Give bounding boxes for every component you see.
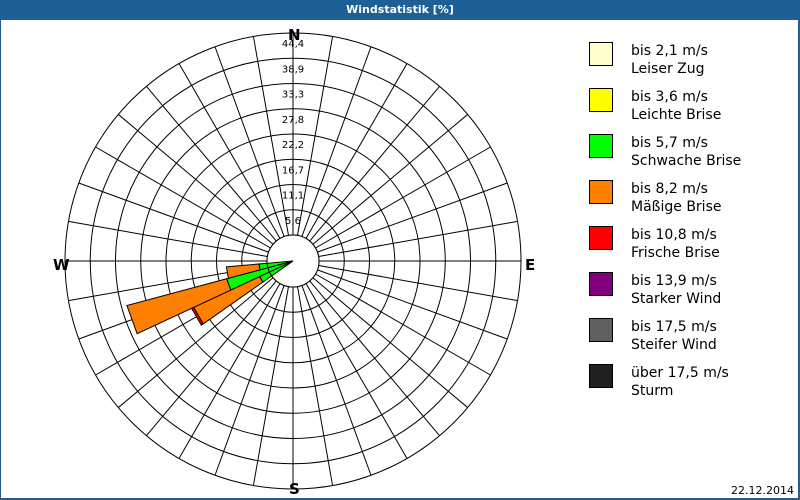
legend-text: bis 17,5 m/s Steifer Wind — [631, 318, 717, 354]
legend-name: Frische Brise — [631, 245, 720, 261]
legend-text: über 17,5 m/s Sturm — [631, 364, 729, 400]
west-label: W — [53, 256, 70, 274]
legend-name: Starker Wind — [631, 291, 722, 307]
legend-text: bis 10,8 m/s Frische Brise — [631, 226, 720, 262]
legend-range: bis 3,6 m/s — [631, 89, 708, 105]
ring-label: 11,1 — [282, 191, 304, 202]
legend-name: Leichte Brise — [631, 107, 722, 123]
legend-text: bis 2,1 m/s Leiser Zug — [631, 42, 708, 78]
ring-label: 44,4 — [282, 39, 304, 50]
legend-range: bis 10,8 m/s — [631, 227, 717, 243]
legend-text: bis 8,2 m/s Mäßige Brise — [631, 180, 721, 216]
south-label: S — [289, 480, 300, 498]
legend-swatch — [589, 318, 613, 342]
legend-range: bis 5,7 m/s — [631, 135, 708, 151]
legend-swatch — [589, 180, 613, 204]
legend-name: Leiser Zug — [631, 61, 705, 77]
legend-swatch — [589, 226, 613, 250]
legend-swatch — [589, 364, 613, 388]
legend-text: bis 3,6 m/s Leichte Brise — [631, 88, 721, 124]
legend-text: bis 5,7 m/s Schwache Brise — [631, 134, 741, 170]
ring-label: 38,9 — [282, 64, 304, 75]
legend-text: bis 13,9 m/s Starker Wind — [631, 272, 721, 308]
legend-range: über 17,5 m/s — [631, 365, 729, 381]
ring-label: 27,8 — [282, 115, 304, 126]
ring-label: 16,7 — [282, 165, 304, 176]
window-title: Windstatistik [%] — [0, 0, 800, 20]
legend-range: bis 8,2 m/s — [631, 181, 708, 197]
ring-label: 33,3 — [282, 90, 304, 101]
chart-panel — [1, 20, 798, 498]
north-label: N — [288, 26, 301, 44]
east-label: E — [525, 256, 536, 274]
ring-label: 22,2 — [282, 140, 304, 151]
wind-sector — [225, 263, 261, 279]
legend-swatch — [589, 88, 613, 112]
legend-name: Mäßige Brise — [631, 199, 722, 215]
legend-range: bis 13,9 m/s — [631, 273, 717, 289]
legend-swatch — [589, 272, 613, 296]
legend-swatch — [589, 134, 613, 158]
legend-swatch — [589, 42, 613, 66]
legend-name: Steifer Wind — [631, 337, 717, 353]
legend-name: Sturm — [631, 383, 674, 399]
legend-range: bis 2,1 m/s — [631, 43, 708, 59]
legend-range: bis 17,5 m/s — [631, 319, 717, 335]
date-label: 22.12.2014 — [731, 484, 794, 497]
legend-name: Schwache Brise — [631, 153, 742, 169]
wind-sector — [126, 278, 232, 335]
ring-label: 5,6 — [285, 216, 301, 227]
